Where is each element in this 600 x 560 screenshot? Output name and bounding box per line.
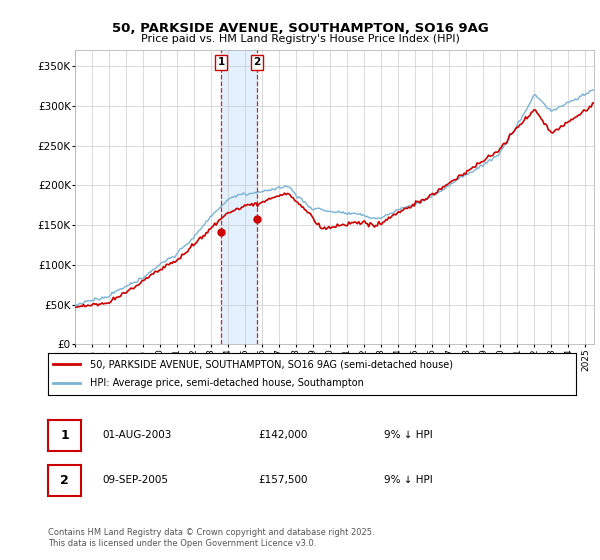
Text: 9% ↓ HPI: 9% ↓ HPI [384, 431, 433, 440]
Text: HPI: Average price, semi-detached house, Southampton: HPI: Average price, semi-detached house,… [90, 379, 364, 389]
Text: 50, PARKSIDE AVENUE, SOUTHAMPTON, SO16 9AG (semi-detached house): 50, PARKSIDE AVENUE, SOUTHAMPTON, SO16 9… [90, 359, 453, 369]
Text: 09-SEP-2005: 09-SEP-2005 [102, 475, 168, 485]
Text: Contains HM Land Registry data © Crown copyright and database right 2025.
This d: Contains HM Land Registry data © Crown c… [48, 528, 374, 548]
Text: £142,000: £142,000 [258, 431, 307, 440]
Text: 2: 2 [253, 57, 260, 67]
Text: 9% ↓ HPI: 9% ↓ HPI [384, 475, 433, 485]
Text: 50, PARKSIDE AVENUE, SOUTHAMPTON, SO16 9AG: 50, PARKSIDE AVENUE, SOUTHAMPTON, SO16 9… [112, 22, 488, 35]
Text: Price paid vs. HM Land Registry's House Price Index (HPI): Price paid vs. HM Land Registry's House … [140, 34, 460, 44]
Text: £157,500: £157,500 [258, 475, 308, 485]
Text: 1: 1 [60, 429, 69, 442]
Text: 2: 2 [60, 474, 69, 487]
Bar [221, 50, 257, 344]
Text: 1: 1 [217, 57, 224, 67]
Text: 01-AUG-2003: 01-AUG-2003 [102, 431, 172, 440]
